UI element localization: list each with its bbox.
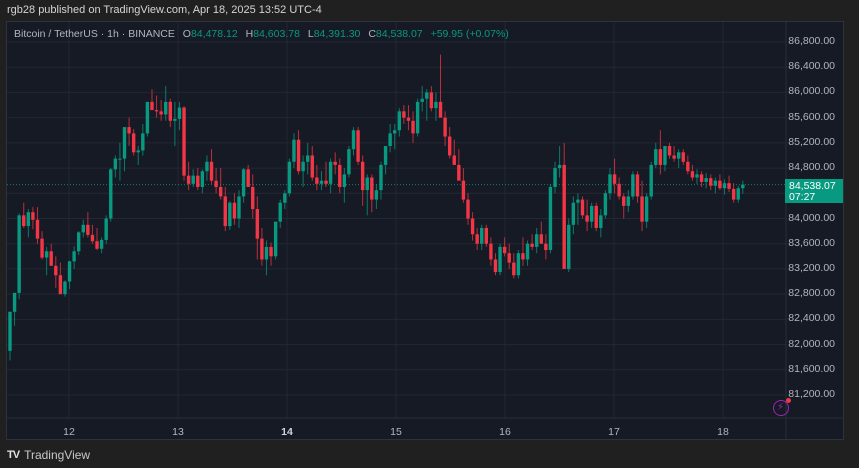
open-label: O xyxy=(182,28,191,40)
chart-frame[interactable]: Bitcoin / TetherUS · 1h · BINANCE O84,47… xyxy=(6,21,844,440)
change-value: +59.95 (+0.07%) xyxy=(430,28,509,40)
price-tick-label: 82,800.00 xyxy=(788,287,835,300)
time-tick-label: 18 xyxy=(717,426,729,438)
price-tick-label: 86,800.00 xyxy=(788,35,835,47)
price-tick-label: 83,600.00 xyxy=(788,236,835,249)
time-tick-label: 14 xyxy=(281,426,293,438)
close-label: C xyxy=(368,28,376,40)
high-value: 84,603.78 xyxy=(253,28,300,40)
low-value: 84,391.30 xyxy=(313,28,361,40)
price-tick-label: 84,000.00 xyxy=(788,211,835,224)
last-price-tag: 84,538.07 07:27 xyxy=(785,178,843,203)
price-tick-label: 84,800.00 xyxy=(788,161,835,174)
time-tick-label: 16 xyxy=(499,426,511,438)
open-value: 84,478.12 xyxy=(190,28,238,40)
tradingview-logo-icon: TV xyxy=(7,449,20,461)
last-price-value: 84,538.07 xyxy=(789,179,836,192)
time-tick-label: 15 xyxy=(390,426,402,438)
price-tick-label: 82,400.00 xyxy=(788,312,835,325)
close-value: 84,538.07 xyxy=(375,28,423,40)
candlestick-chart[interactable] xyxy=(7,22,844,440)
time-tick-label: 17 xyxy=(608,426,620,438)
low-label: L xyxy=(307,28,314,40)
time-tick-label: 12 xyxy=(63,426,75,438)
price-tick-label: 83,200.00 xyxy=(788,261,835,274)
price-tick-label: 85,200.00 xyxy=(788,135,835,148)
publisher-line: rgb28 published on TradingView.com, Apr … xyxy=(7,4,322,16)
price-tick-label: 86,400.00 xyxy=(788,60,835,73)
ohlc-legend: Bitcoin / TetherUS · 1h · BINANCE O84,47… xyxy=(14,28,509,40)
bar-countdown: 07:27 xyxy=(789,190,816,203)
lightning-alert-icon[interactable]: ⚡ xyxy=(773,398,791,416)
price-tick-label: 82,000.00 xyxy=(788,337,835,350)
price-tick-label: 85,600.00 xyxy=(788,110,835,123)
price-tick-label: 81,200.00 xyxy=(788,388,835,400)
symbol-title[interactable]: Bitcoin / TetherUS · 1h · BINANCE xyxy=(14,28,175,40)
price-tick-label: 86,000.00 xyxy=(788,85,835,98)
footer: TV TradingView xyxy=(7,448,90,462)
brand-name: TradingView xyxy=(24,448,91,462)
time-tick-label: 13 xyxy=(172,426,184,438)
price-tick-label: 81,600.00 xyxy=(788,362,835,375)
notification-dot xyxy=(786,398,791,403)
high-label: H xyxy=(245,28,254,40)
